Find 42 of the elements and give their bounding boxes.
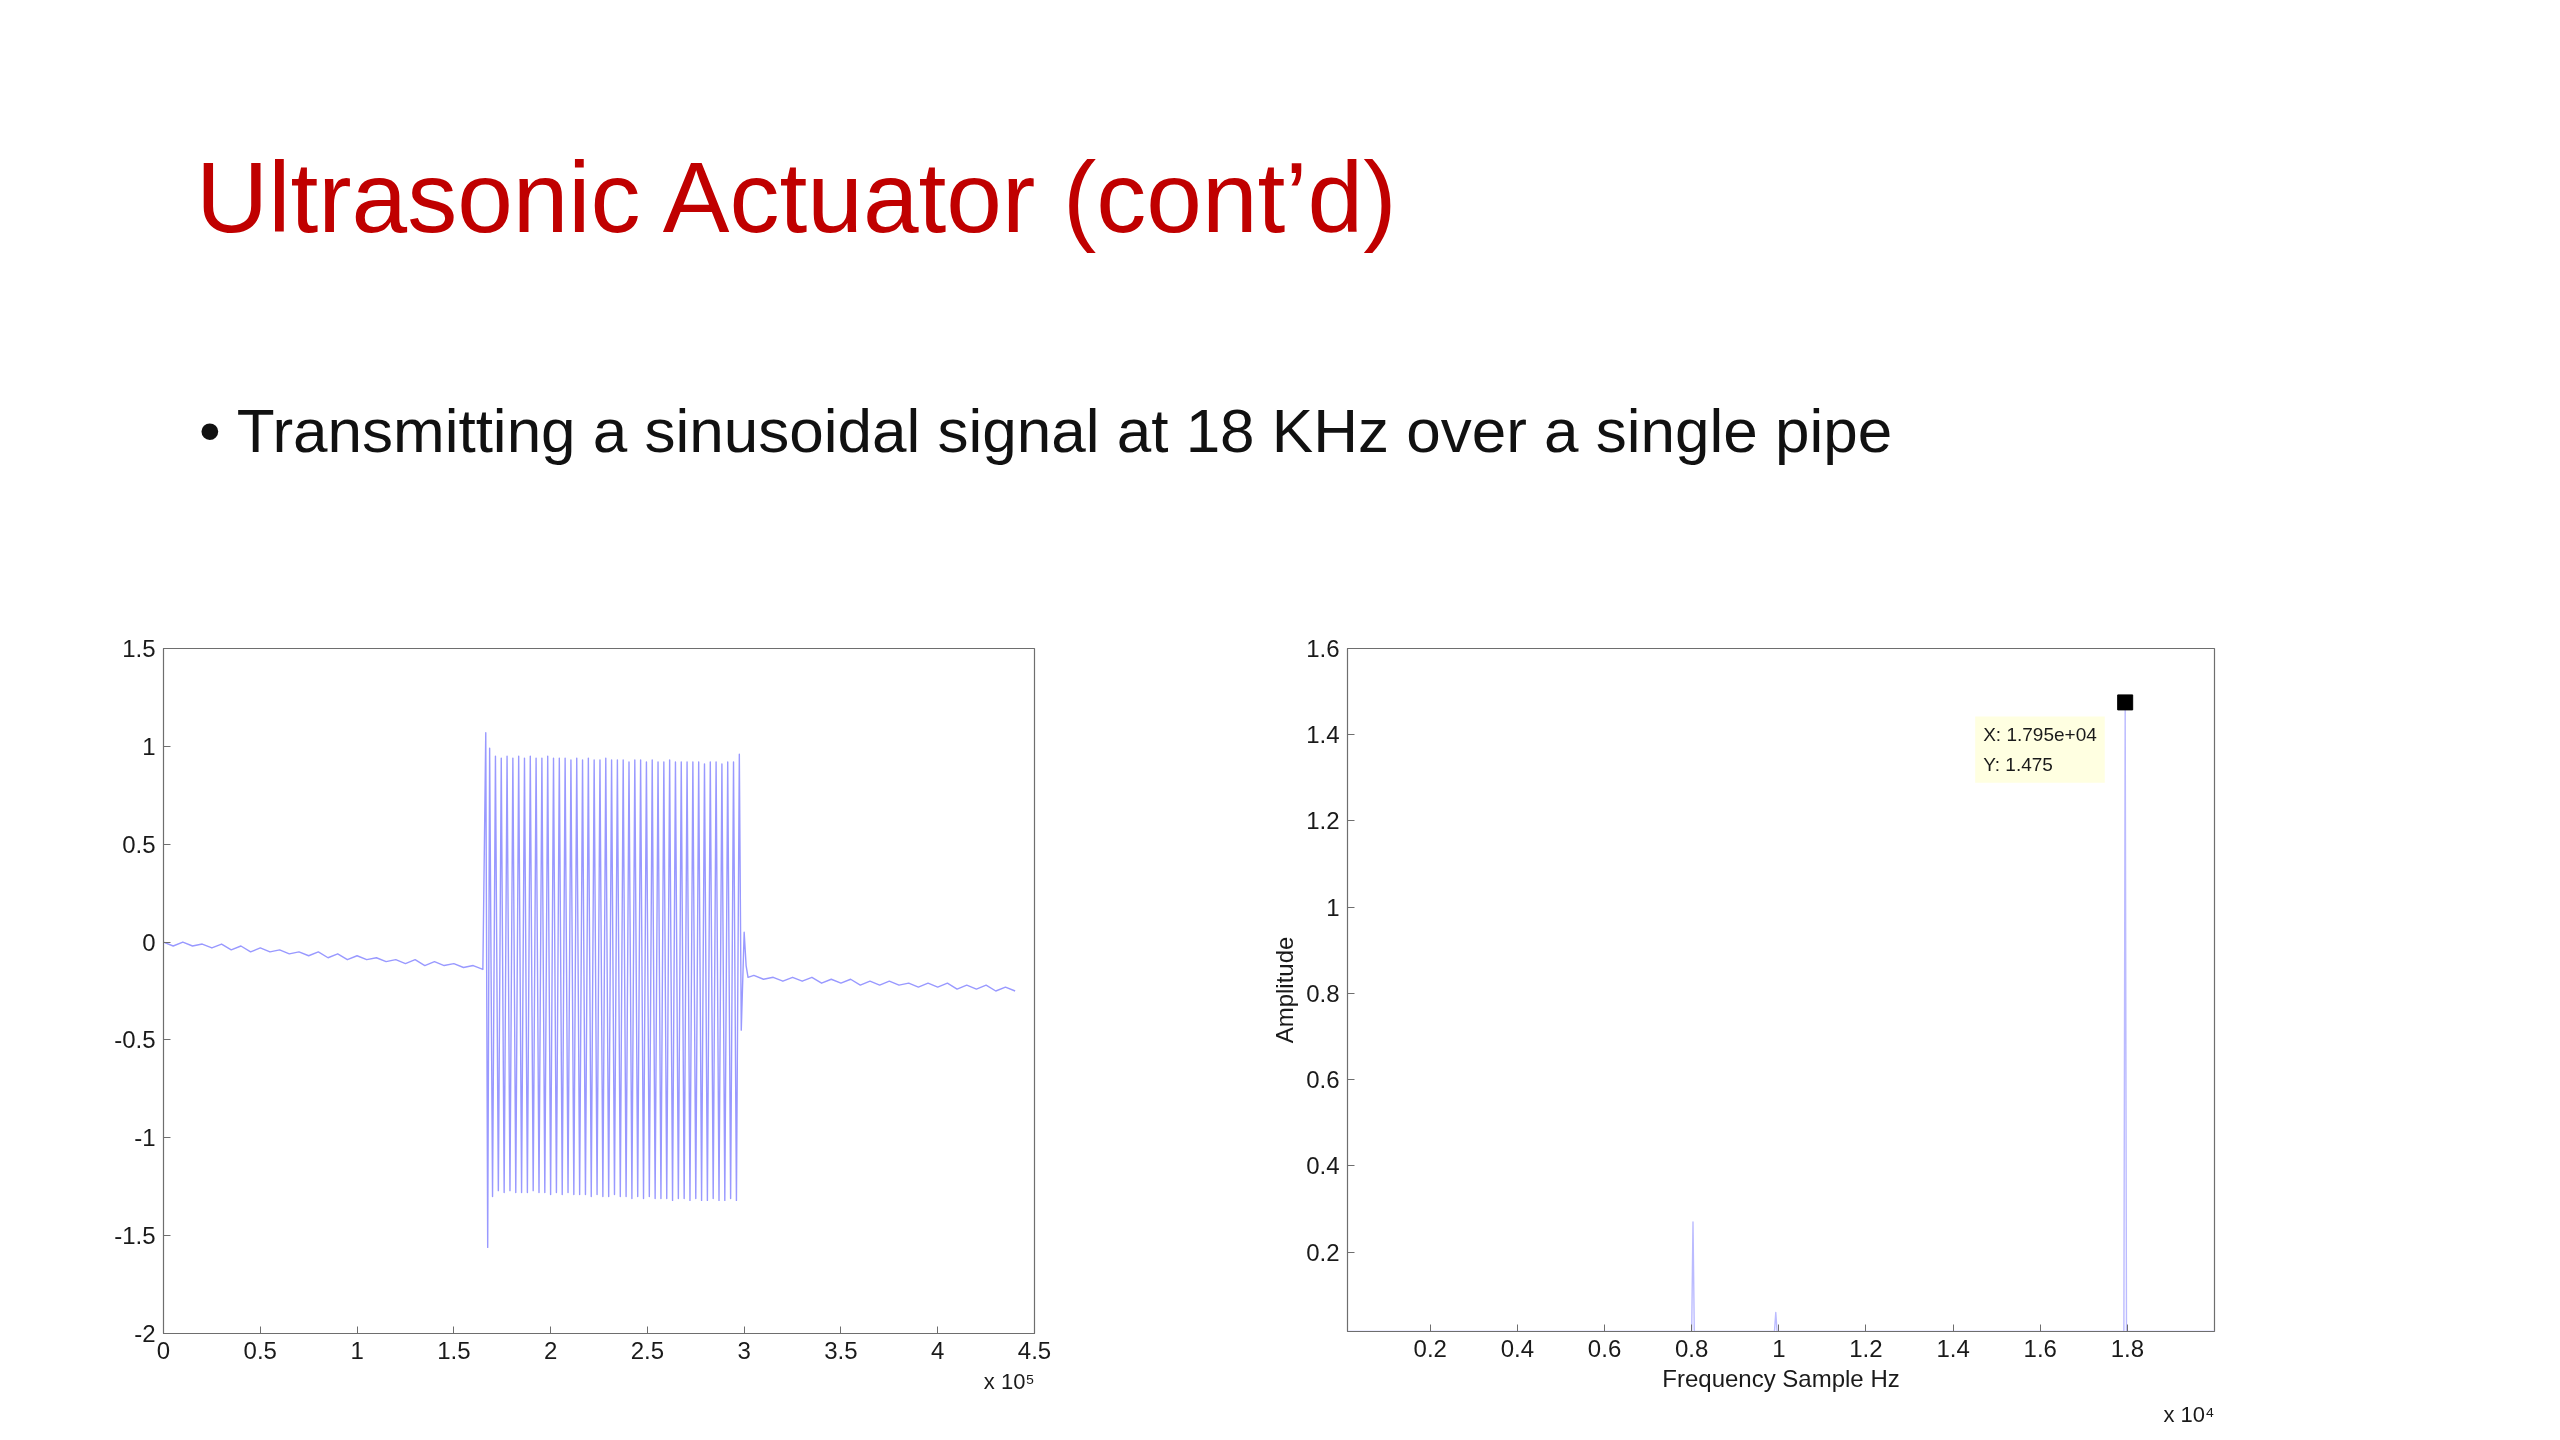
y-tick-label: -1.5 [114,1222,156,1250]
x-axis-title: Frequency Sample Hz [1662,1364,1900,1392]
y-tick-label: 1 [1326,893,1340,921]
y-tick-label: 0.2 [1306,1238,1340,1266]
x-tick-label: 0.8 [1675,1334,1709,1362]
y-tick-label: -0.5 [114,1026,156,1054]
y-tick-label: -1 [134,1124,156,1152]
x-tick-label: 1.2 [1849,1334,1883,1362]
chart-subtitle: • Transmitting a sinusoidal signal at 18 KHz over a single pipe [199,395,1893,467]
x-tick-label: 0.4 [1500,1334,1535,1362]
y-tick-label: 1.4 [1306,721,1340,749]
x-tick-label: 3 [737,1336,751,1364]
y-tick-label: 0 [142,928,156,956]
x-tick-label: 2 [543,1336,558,1364]
x-tick-label: 0.6 [1587,1334,1622,1362]
x-tick-label: 1.6 [2023,1334,2057,1362]
y-tick-label: 1.5 [122,635,156,662]
annotation: X: 1.795e+04 Y: 1.475 [1983,724,2098,775]
y-tick-label: 0.5 [122,830,156,858]
text: x 10⁴ [2163,1401,2215,1427]
y-tick-label: 0.8 [1306,979,1340,1007]
y-tick-label: 0.6 [1306,1066,1340,1094]
x-tick-label: 4.5 [1017,1336,1052,1364]
line-series [163,731,1016,1249]
x-tick-label: 1.5 [437,1336,471,1364]
x-tick-label: 0.5 [243,1336,277,1364]
x-tick-label: 4 [931,1336,945,1364]
x-tick-label: 1 [350,1336,364,1364]
y-tick-label: 1.2 [1306,807,1340,835]
chart-title: Ultrasonic Actuator (cont’d) [196,140,1397,255]
x-tick-label: 1.4 [1936,1334,1970,1362]
y-tick-label: 1.6 [1306,635,1340,662]
y-tick-label: 1 [142,732,156,760]
y-tick-label: 0.4 [1306,1152,1340,1180]
x-tick-label: 1 [1772,1334,1786,1362]
text: x 10⁵ [983,1368,1035,1394]
x-tick-label: 1.8 [2110,1334,2145,1362]
x-tick-label: 0.2 [1413,1334,1447,1362]
x-tick-label: 2.5 [630,1336,665,1364]
x-tick-label: 3.5 [824,1336,858,1364]
y-axis-title: Amplitude [1271,936,1299,1044]
y-tick-label: -2 [134,1320,156,1347]
